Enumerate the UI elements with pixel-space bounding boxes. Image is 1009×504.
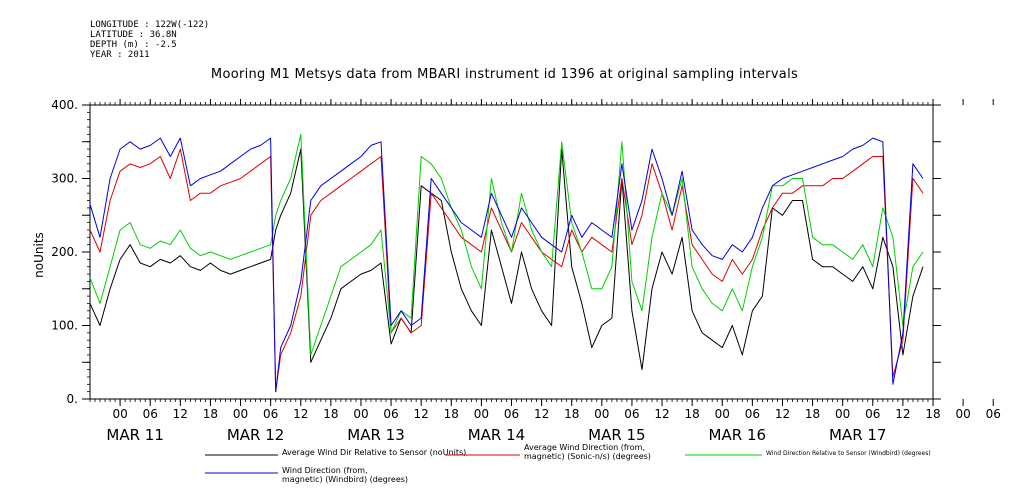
x-tick-label: 18 <box>203 407 218 421</box>
mooring-metadata: LONGITUDE : 122W(-122) LATITUDE : 36.8N … <box>90 20 209 60</box>
series-line-3 <box>89 133 924 356</box>
x-tick-label: 12 <box>173 407 188 421</box>
longitude-text: LONGITUDE : 122W(-122) <box>90 20 210 30</box>
x-tick-label: 06 <box>986 407 1001 421</box>
year-text: YEAR : 2011 <box>90 50 150 60</box>
x-day-label: MAR 15 <box>588 426 645 444</box>
x-tick-label: 18 <box>805 407 820 421</box>
x-tick-label: 06 <box>504 407 519 421</box>
x-day-label: MAR 17 <box>829 426 886 444</box>
x-tick-label: 00 <box>474 407 489 421</box>
x-day-label: MAR 12 <box>227 426 284 444</box>
x-tick-label: 18 <box>925 407 940 421</box>
y-tick-label: 200. <box>51 245 78 259</box>
latitude-text: LATITUDE : 36.8N <box>90 30 177 40</box>
x-tick-label: 12 <box>414 407 429 421</box>
x-tick-label: 06 <box>624 407 639 421</box>
x-tick-label: 00 <box>955 407 970 421</box>
x-tick-label: 18 <box>564 407 579 421</box>
x-tick-label: 12 <box>293 407 308 421</box>
x-tick-label: 00 <box>594 407 609 421</box>
series-line-2 <box>89 148 924 393</box>
x-tick-label: 18 <box>444 407 459 421</box>
x-day-label: MAR 16 <box>709 426 766 444</box>
x-tick-label: 12 <box>895 407 910 421</box>
legend-label-3: Wind Direction Relative to Sensor (Windb… <box>766 450 931 457</box>
legend-label-1: Average Wind Dir Relative to Sensor (noU… <box>282 448 466 457</box>
x-tick-label: 06 <box>383 407 398 421</box>
x-day-label: MAR 11 <box>106 426 163 444</box>
y-tick-label: 400. <box>51 98 78 112</box>
x-tick-label: 00 <box>112 407 127 421</box>
y-tick-label: 100. <box>51 319 78 333</box>
y-tick-label: 300. <box>51 172 78 186</box>
x-tick-label: 06 <box>745 407 760 421</box>
x-tick-label: 06 <box>143 407 158 421</box>
x-day-label: MAR 13 <box>347 426 404 444</box>
x-tick-label: 12 <box>775 407 790 421</box>
series-line-1 <box>89 148 924 371</box>
x-tick-label: 00 <box>835 407 850 421</box>
x-tick-label: 06 <box>865 407 880 421</box>
x-tick-label: 18 <box>323 407 338 421</box>
depth-text: DEPTH (m) : -2.5 <box>90 40 177 50</box>
x-tick-label: 12 <box>654 407 669 421</box>
x-tick-label: 06 <box>263 407 278 421</box>
legend-label-2: Average Wind Direction (from, magnetic) (… <box>524 443 651 461</box>
x-tick-label: 18 <box>685 407 700 421</box>
x-tick-label: 00 <box>715 407 730 421</box>
x-tick-label: 00 <box>233 407 248 421</box>
chart-title: Mooring M1 Metsys data from MBARI instru… <box>210 67 799 82</box>
series-line-4 <box>89 137 924 393</box>
x-tick-label: 00 <box>353 407 368 421</box>
x-tick-label: 12 <box>534 407 549 421</box>
y-tick-label: 0. <box>67 392 78 406</box>
legend-label-4: Wind Direction (from, magnetic) (Windbird… <box>282 466 408 484</box>
x-day-label: MAR 14 <box>468 426 525 444</box>
